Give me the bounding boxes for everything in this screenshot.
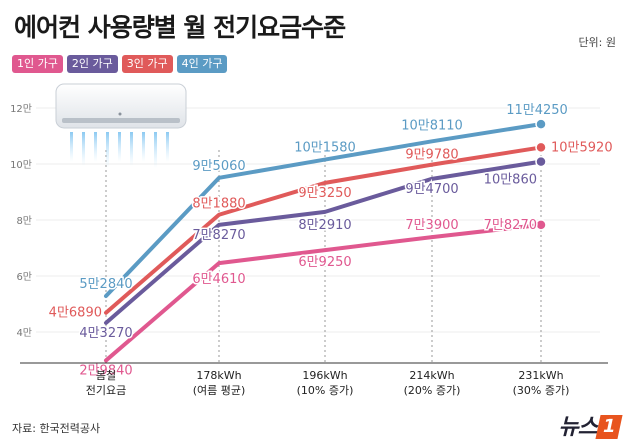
data-label: 7만8270 — [484, 218, 537, 233]
series-line-4 — [104, 122, 543, 299]
air-breeze-lines — [70, 132, 169, 168]
y-tick-label: 4만 — [16, 327, 32, 339]
y-tick-label: 12만 — [10, 103, 32, 115]
data-label: 10만5920 — [551, 140, 613, 155]
logo-text: 뉴스 — [558, 415, 598, 439]
data-label: 7만8270 — [192, 228, 245, 243]
y-tick-label: 6만 — [16, 271, 32, 283]
data-label: 10만1580 — [294, 141, 356, 156]
legend-item-2: 2인 가구 — [66, 55, 118, 73]
data-label: 9만9780 — [405, 148, 458, 163]
chart-title: 에어컨 사용량별 월 전기요금수준 — [14, 13, 346, 42]
data-label: 4만6890 — [49, 306, 102, 321]
series-line-1 — [104, 222, 543, 363]
series-end-point — [535, 219, 547, 231]
x-tick-label: 196kWh (10% 증가) — [297, 369, 354, 397]
air-conditioner-illustration — [55, 83, 187, 168]
legend-item-1: 1인 가구 — [12, 55, 63, 73]
series-end-point — [535, 155, 547, 168]
series-line-2 — [104, 159, 543, 325]
data-label: 6만9250 — [298, 255, 351, 270]
y-tick-label: 10만 — [10, 159, 32, 171]
logo-badge: 1 — [595, 415, 623, 439]
data-label: 6만4610 — [192, 272, 245, 287]
data-label: 10만860 — [484, 173, 537, 188]
legend-item-4: 4인 가구 — [176, 55, 228, 73]
x-tick-label: 231kWh (30% 증가) — [513, 369, 570, 397]
data-label: 11만4250 — [506, 103, 568, 118]
data-label: 7만3900 — [405, 218, 458, 233]
data-label: 5만2840 — [79, 277, 132, 292]
data-label: 2만9840 — [79, 363, 132, 378]
x-tick-label: 214kWh (20% 증가) — [404, 369, 461, 397]
data-label: 10만8110 — [401, 118, 463, 133]
unit-label: 단위: 원 — [578, 36, 616, 49]
series-line-3 — [104, 145, 543, 315]
x-tick-label: 178kWh (여름 평균) — [193, 369, 246, 397]
y-tick-label: 8만 — [16, 215, 32, 227]
series-end-point — [535, 118, 547, 130]
data-label: 8만1880 — [192, 197, 245, 212]
data-label: 9만4700 — [405, 182, 458, 197]
x-tick-label: 봄철 전기요금 — [86, 369, 126, 397]
source-note: 자료: 한국전력공사 — [12, 422, 101, 435]
legend-item-3: 3인 가구 — [121, 55, 173, 73]
data-label: 8만2910 — [298, 218, 351, 233]
news1-logo: 뉴스 1 — [558, 413, 623, 439]
data-label: 4만3270 — [79, 326, 132, 341]
series-end-point — [535, 141, 547, 154]
legend: 1인 가구 2인 가구 3인 가구 4인 가구 — [12, 55, 228, 73]
data-label: 9만3250 — [298, 186, 351, 201]
data-label: 9만5060 — [192, 159, 245, 174]
